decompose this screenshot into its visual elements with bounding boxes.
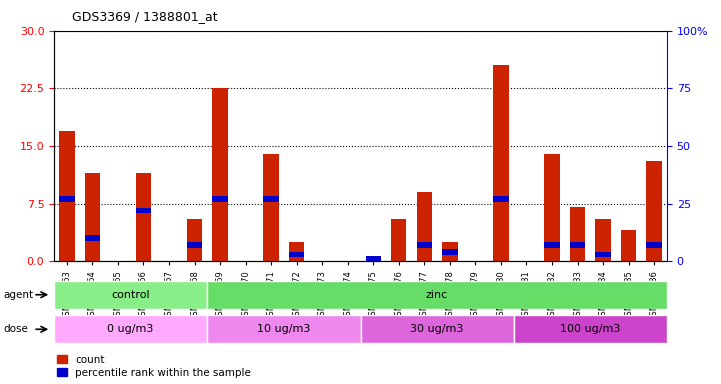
Bar [417,242,432,248]
Text: dose: dose [4,324,29,334]
FancyBboxPatch shape [208,281,667,309]
Text: 10 ug/m3: 10 ug/m3 [257,324,311,334]
Bar [59,196,74,202]
FancyBboxPatch shape [513,316,667,343]
Bar [136,173,151,261]
Bar [647,242,662,248]
Bar [621,230,637,261]
Bar [570,207,585,261]
Bar [263,196,279,202]
Bar [493,196,508,202]
Bar [544,242,559,248]
Bar [391,219,407,261]
Bar [596,252,611,257]
Text: control: control [111,290,150,300]
Text: agent: agent [4,290,34,300]
FancyBboxPatch shape [208,316,360,343]
Bar [85,173,100,261]
Bar [289,242,304,261]
Legend: count, percentile rank within the sample: count, percentile rank within the sample [56,354,252,379]
Bar [85,235,100,241]
Bar [417,192,432,261]
Bar [59,131,74,261]
Bar [366,256,381,262]
Bar [136,208,151,213]
Bar [213,196,228,202]
Bar [187,219,202,261]
Bar [544,154,559,261]
FancyBboxPatch shape [54,281,208,309]
Bar [263,154,279,261]
Bar [213,88,228,261]
Bar [289,252,304,257]
Bar [442,242,458,261]
FancyBboxPatch shape [54,316,208,343]
Bar [647,161,662,261]
Bar [596,219,611,261]
Bar [570,242,585,248]
Bar [187,242,202,248]
Text: GDS3369 / 1388801_at: GDS3369 / 1388801_at [72,10,218,23]
Text: 0 ug/m3: 0 ug/m3 [107,324,154,334]
Bar [493,65,508,261]
Bar [366,257,381,261]
Text: 30 ug/m3: 30 ug/m3 [410,324,464,334]
FancyBboxPatch shape [360,316,513,343]
Bar [442,249,458,255]
Text: 100 ug/m3: 100 ug/m3 [560,324,621,334]
Text: zinc: zinc [426,290,448,300]
